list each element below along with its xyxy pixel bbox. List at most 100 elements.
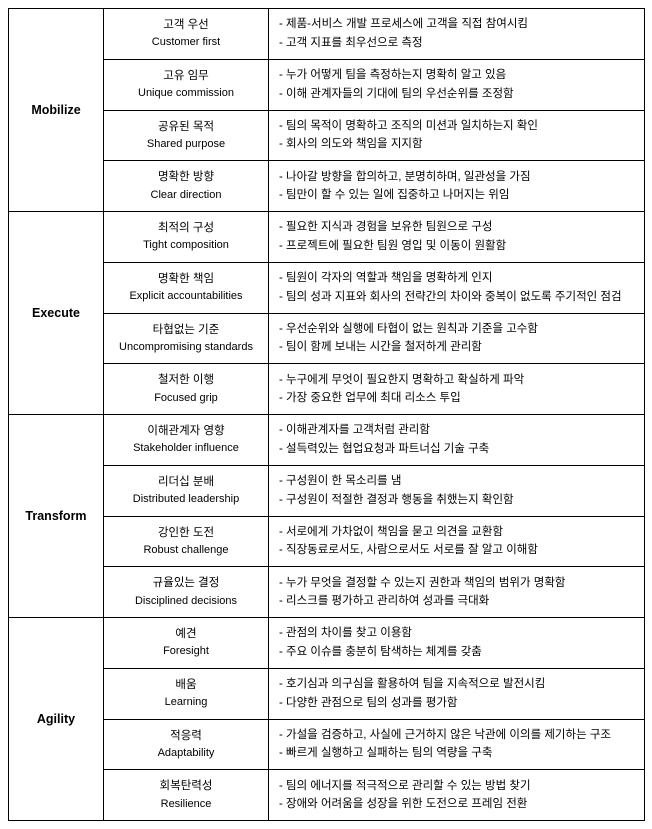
title-en: Clear direction (108, 187, 264, 204)
title-ko: 명확한 방향 (108, 169, 264, 186)
title-ko: 리더십 분배 (108, 474, 264, 491)
bullet-2: - 가장 중요한 업무에 최대 리소스 투입 (279, 389, 634, 407)
title-en: Uncompromising standards (108, 339, 264, 356)
title-ko: 이해관계자 영향 (108, 423, 264, 440)
table-row: Transform이해관계자 영향Stakeholder influence- … (9, 415, 645, 466)
title-cell: 리더십 분배Distributed leadership (104, 465, 269, 516)
title-ko: 철저한 이행 (108, 372, 264, 389)
table-row: 명확한 책임Explicit accountabilities - 팀원이 각자의… (9, 262, 645, 313)
bullet-1: - 관점의 차이를 찾고 이용함 (279, 624, 634, 642)
bullet-1: - 서로에게 가차없이 책임을 묻고 의견을 교환함 (279, 523, 634, 541)
title-ko: 강인한 도전 (108, 525, 264, 542)
title-cell: 적응력Adaptability (104, 719, 269, 770)
bullet-2: - 구성원이 적절한 결정과 행동을 취했는지 확인함 (279, 491, 634, 509)
bullet-1: - 이해관계자를 고객처럼 관리함 (279, 421, 634, 439)
title-ko: 회복탄력성 (108, 778, 264, 795)
title-cell: 강인한 도전Robust challenge (104, 516, 269, 567)
title-cell: 고유 임무Unique commission (104, 59, 269, 110)
title-en: Learning (108, 694, 264, 711)
bullet-2: - 직장동료로서도, 사람으로서도 서로를 잘 알고 이해함 (279, 541, 634, 559)
title-cell: 고객 우선Customer first (104, 9, 269, 60)
table-row: Mobilize고객 우선Customer first- 제품-서비스 개발 프… (9, 9, 645, 60)
description-cell: - 팀의 에너지를 적극적으로 관리할 수 있는 방법 찾기- 장애와 어려움을… (269, 770, 645, 821)
bullet-2: - 리스크를 평가하고 관리하여 성과를 극대화 (279, 592, 634, 610)
bullet-1: - 구성원이 한 목소리를 냄 (279, 472, 634, 490)
bullet-2: - 고객 지표를 최우선으로 측정 (279, 34, 634, 52)
title-en: Robust challenge (108, 542, 264, 559)
title-en: Disciplined decisions (108, 593, 264, 610)
title-ko: 적응력 (108, 728, 264, 745)
description-cell: - 우선순위와 실행에 타협이 없는 원칙과 기준을 고수함- 팀이 함께 보내… (269, 313, 645, 364)
category-cell: Agility (9, 618, 104, 821)
table-row: 배움Learning- 호기심과 의구심을 활용하여 팀을 지속적으로 발전시킴… (9, 668, 645, 719)
table-row: 철저한 이행Focused grip- 누구에게 무엇이 필요한지 명확하고 확… (9, 364, 645, 415)
description-cell: - 호기심과 의구심을 활용하여 팀을 지속적으로 발전시킴- 다양한 관점으로… (269, 668, 645, 719)
title-en: Explicit accountabilities (108, 288, 264, 305)
description-cell: - 누가 무엇을 결정할 수 있는지 권한과 책임의 범위가 명확함- 리스크를… (269, 567, 645, 618)
description-cell: - 가설을 검증하고, 사실에 근거하지 않은 낙관에 이의를 제기하는 구조-… (269, 719, 645, 770)
title-cell: 타협없는 기준Uncompromising standards (104, 313, 269, 364)
description-cell: - 누가 어떻게 팀을 측정하는지 명확히 알고 있음- 이해 관계자들의 기대… (269, 59, 645, 110)
bullet-2: - 장애와 어려움을 성장을 위한 도전으로 프레임 전환 (279, 795, 634, 813)
title-ko: 규율있는 결정 (108, 575, 264, 592)
title-en: Distributed leadership (108, 491, 264, 508)
title-ko: 공유된 목적 (108, 119, 264, 136)
title-cell: 회복탄력성Resilience (104, 770, 269, 821)
title-cell: 이해관계자 영향Stakeholder influence (104, 415, 269, 466)
bullet-1: - 누구에게 무엇이 필요한지 명확하고 확실하게 파악 (279, 371, 634, 389)
title-cell: 최적의 구성Tight composition (104, 212, 269, 263)
table-row: 적응력Adaptability- 가설을 검증하고, 사실에 근거하지 않은 낙… (9, 719, 645, 770)
bullet-1: - 팀원이 각자의 역할과 책임을 명확하게 인지 (279, 269, 634, 287)
title-ko: 고객 우선 (108, 17, 264, 34)
table-row: 명확한 방향Clear direction- 나아갈 방향을 합의하고, 분명히… (9, 161, 645, 212)
title-cell: 공유된 목적Shared purpose (104, 110, 269, 161)
title-ko: 타협없는 기준 (108, 322, 264, 339)
title-en: Unique commission (108, 85, 264, 102)
description-cell: - 팀원이 각자의 역할과 책임을 명확하게 인지- 팀의 성과 지표와 회사의… (269, 262, 645, 313)
table-row: 강인한 도전Robust challenge- 서로에게 가차없이 책임을 묻고… (9, 516, 645, 567)
bullet-1: - 팀의 목적이 명확하고 조직의 미션과 일치하는지 확인 (279, 117, 634, 135)
bullet-2: - 회사의 의도와 책임을 지지함 (279, 135, 634, 153)
category-cell: Execute (9, 212, 104, 415)
bullet-1: - 누가 어떻게 팀을 측정하는지 명확히 알고 있음 (279, 66, 634, 84)
table-row: 공유된 목적Shared purpose- 팀의 목적이 명확하고 조직의 미션… (9, 110, 645, 161)
description-cell: - 이해관계자를 고객처럼 관리함- 설득력있는 협업요청과 파트너십 기술 구… (269, 415, 645, 466)
table-row: 고유 임무Unique commission- 누가 어떻게 팀을 측정하는지 … (9, 59, 645, 110)
table-row: 규율있는 결정Disciplined decisions- 누가 무엇을 결정할… (9, 567, 645, 618)
title-en: Shared purpose (108, 136, 264, 153)
title-en: Resilience (108, 796, 264, 813)
bullet-1: - 가설을 검증하고, 사실에 근거하지 않은 낙관에 이의를 제기하는 구조 (279, 726, 634, 744)
title-en: Adaptability (108, 745, 264, 762)
description-cell: - 누구에게 무엇이 필요한지 명확하고 확실하게 파악- 가장 중요한 업무에… (269, 364, 645, 415)
bullet-1: - 나아갈 방향을 합의하고, 분명히하며, 일관성을 가짐 (279, 168, 634, 186)
title-cell: 명확한 방향Clear direction (104, 161, 269, 212)
description-cell: - 나아갈 방향을 합의하고, 분명히하며, 일관성을 가짐- 팀만이 할 수 … (269, 161, 645, 212)
table-row: 회복탄력성Resilience- 팀의 에너지를 적극적으로 관리할 수 있는 … (9, 770, 645, 821)
bullet-2: - 팀의 성과 지표와 회사의 전략간의 차이와 중복이 없도록 주기적인 점검 (279, 288, 634, 306)
title-cell: 예견Foresight (104, 618, 269, 669)
table-row: 타협없는 기준Uncompromising standards- 우선순위와 실… (9, 313, 645, 364)
table-row: Agility예견Foresight- 관점의 차이를 찾고 이용함- 주요 이… (9, 618, 645, 669)
bullet-1: - 우선순위와 실행에 타협이 없는 원칙과 기준을 고수함 (279, 320, 634, 338)
description-cell: - 팀의 목적이 명확하고 조직의 미션과 일치하는지 확인- 회사의 의도와 … (269, 110, 645, 161)
bullet-2: - 프로젝트에 필요한 팀원 영입 및 이동이 원활함 (279, 237, 634, 255)
title-ko: 명확한 책임 (108, 271, 264, 288)
bullet-1: - 필요한 지식과 경험을 보유한 팀원으로 구성 (279, 218, 634, 236)
title-cell: 배움Learning (104, 668, 269, 719)
framework-table: Mobilize고객 우선Customer first - 제품-서비스 개발 프… (8, 8, 645, 821)
bullet-1: - 누가 무엇을 결정할 수 있는지 권한과 책임의 범위가 명확함 (279, 574, 634, 592)
title-cell: 철저한 이행Focused grip (104, 364, 269, 415)
bullet-1: - 제품-서비스 개발 프로세스에 고객을 직접 참여시킴 (279, 15, 634, 33)
bullet-2: - 팀만이 할 수 있는 일에 집중하고 나머지는 위임 (279, 186, 634, 204)
description-cell: - 필요한 지식과 경험을 보유한 팀원으로 구성- 프로젝트에 필요한 팀원 … (269, 212, 645, 263)
title-ko: 예견 (108, 626, 264, 643)
table-row: Execute최적의 구성Tight composition- 필요한 지식과 … (9, 212, 645, 263)
category-cell: Mobilize (9, 9, 104, 212)
description-cell: - 서로에게 가차없이 책임을 묻고 의견을 교환함- 직장동료로서도, 사람으… (269, 516, 645, 567)
title-ko: 배움 (108, 677, 264, 694)
title-en: Foresight (108, 643, 264, 660)
category-cell: Transform (9, 415, 104, 618)
title-cell: 규율있는 결정Disciplined decisions (104, 567, 269, 618)
title-en: Focused grip (108, 390, 264, 407)
title-en: Stakeholder influence (108, 440, 264, 457)
